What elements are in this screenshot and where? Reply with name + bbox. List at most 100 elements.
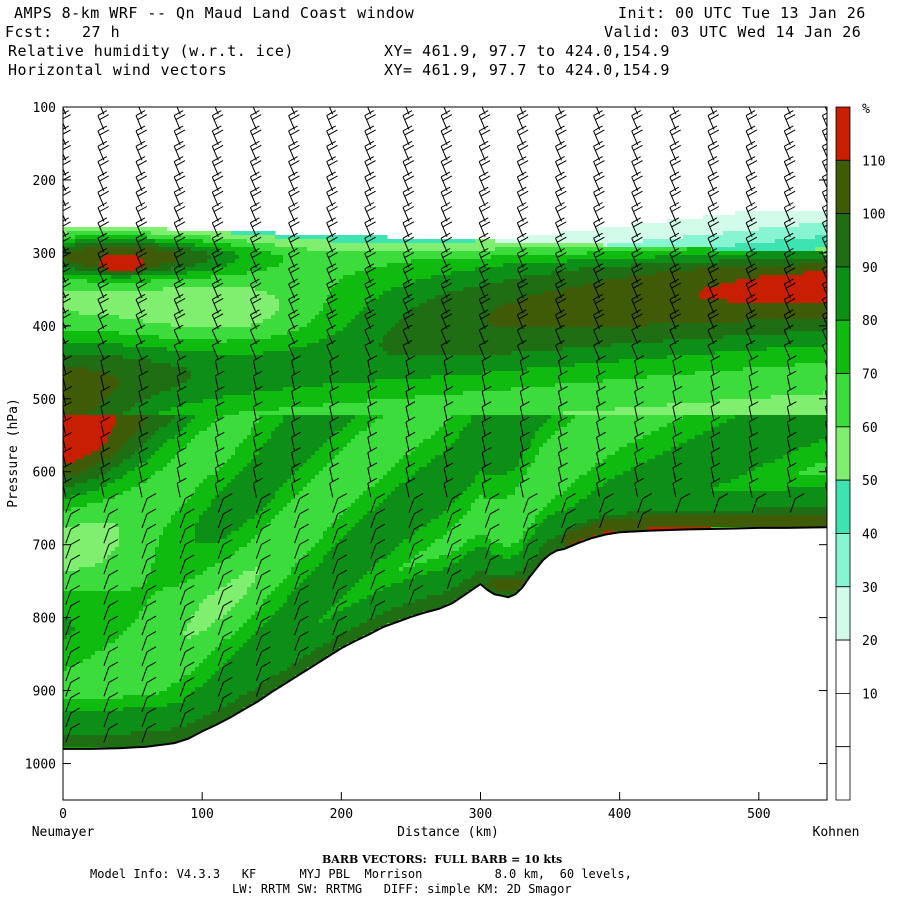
rh-cell bbox=[711, 755, 716, 780]
rh-cell bbox=[91, 231, 96, 236]
rh-cell bbox=[683, 375, 688, 404]
wind-barb bbox=[637, 493, 652, 513]
rh-cell bbox=[587, 495, 592, 520]
rh-cell bbox=[195, 487, 200, 524]
rh-cell bbox=[67, 247, 72, 252]
rh-cell bbox=[359, 311, 364, 384]
rh-cell bbox=[307, 235, 312, 240]
rh-cell bbox=[135, 487, 140, 588]
rh-cell bbox=[759, 267, 764, 276]
rh-cell bbox=[743, 279, 748, 304]
rh-cell bbox=[419, 467, 424, 528]
rh-cell bbox=[95, 343, 100, 356]
rh-cell bbox=[67, 487, 72, 500]
rh-cell bbox=[691, 587, 696, 612]
rh-cell bbox=[663, 359, 668, 376]
rh-cell bbox=[611, 247, 616, 252]
rh-cell bbox=[599, 635, 604, 660]
rh-cell bbox=[155, 291, 160, 324]
rh-cell bbox=[271, 695, 276, 749]
rh-cell bbox=[671, 515, 676, 528]
rh-cell bbox=[187, 639, 192, 676]
rh-cell bbox=[731, 303, 736, 324]
rh-cell bbox=[747, 515, 752, 528]
rh-cell bbox=[715, 487, 720, 492]
rh-cell bbox=[483, 415, 488, 476]
rh-cell bbox=[75, 251, 80, 264]
rh-cell bbox=[391, 239, 396, 244]
rh-cell bbox=[611, 415, 616, 456]
rh-cell bbox=[147, 239, 152, 244]
wind-barb bbox=[558, 401, 568, 421]
rh-cell bbox=[219, 287, 224, 328]
rh-cell bbox=[379, 399, 384, 416]
rh-cell bbox=[95, 275, 100, 284]
rh-cell bbox=[119, 591, 124, 636]
rh-cell bbox=[559, 495, 564, 512]
rh-cell bbox=[431, 543, 436, 560]
wind-barb bbox=[135, 110, 148, 130]
rh-cell bbox=[251, 391, 256, 412]
rh-cell bbox=[239, 647, 244, 696]
rh-cell bbox=[383, 475, 388, 500]
rh-cell bbox=[343, 275, 348, 328]
wind-barb bbox=[364, 140, 376, 161]
rh-cell bbox=[699, 263, 704, 268]
rh-cell bbox=[103, 399, 108, 416]
rh-cell bbox=[419, 643, 424, 704]
rh-cell bbox=[751, 667, 756, 736]
rh-cell bbox=[611, 479, 616, 516]
rh-cell bbox=[707, 511, 712, 516]
rh-cell bbox=[111, 643, 116, 700]
rh-cell bbox=[619, 731, 624, 749]
rh-cell bbox=[207, 567, 212, 596]
rh-cell bbox=[187, 351, 192, 372]
wind-barb bbox=[100, 431, 111, 452]
rh-cell bbox=[783, 571, 788, 632]
wind-barb bbox=[408, 585, 424, 605]
rh-cell bbox=[191, 339, 196, 352]
rh-cell bbox=[755, 231, 760, 244]
rh-cell bbox=[399, 571, 404, 584]
rh-cell bbox=[335, 331, 340, 384]
rh-cell bbox=[219, 327, 224, 344]
rh-cell bbox=[787, 415, 792, 456]
rh-cell bbox=[775, 239, 780, 252]
rh-cell bbox=[259, 323, 264, 340]
rh-cell bbox=[495, 415, 500, 476]
rh-cell bbox=[519, 551, 524, 572]
rh-cell bbox=[743, 319, 748, 336]
rh-cell bbox=[283, 683, 288, 749]
rh-cell bbox=[107, 231, 112, 236]
rh-cell bbox=[739, 399, 744, 416]
rh-cell bbox=[523, 567, 528, 584]
rh-cell bbox=[183, 631, 188, 636]
rh-cell bbox=[119, 335, 124, 344]
rh-cell bbox=[743, 515, 748, 528]
rh-cell bbox=[463, 391, 468, 416]
rh-cell bbox=[675, 415, 680, 420]
rh-cell bbox=[635, 263, 640, 276]
rh-cell bbox=[779, 227, 784, 240]
rh-cell bbox=[807, 271, 812, 304]
rh-cell bbox=[611, 267, 616, 280]
rh-cell bbox=[239, 443, 244, 472]
rh-cell bbox=[79, 227, 84, 232]
rh-cell bbox=[195, 231, 200, 236]
rh-cell bbox=[795, 515, 800, 528]
rh-cell bbox=[807, 263, 812, 272]
rh-cell bbox=[419, 703, 424, 728]
rh-cell bbox=[715, 235, 720, 248]
rh-cell bbox=[119, 227, 124, 232]
rh-cell bbox=[591, 231, 596, 244]
rh-cell bbox=[739, 335, 744, 352]
rh-cell bbox=[103, 247, 108, 256]
rh-cell bbox=[287, 575, 292, 596]
rh-cell bbox=[735, 491, 740, 512]
rh-cell bbox=[719, 515, 724, 528]
rh-cell bbox=[691, 247, 696, 256]
rh-cell bbox=[255, 535, 260, 568]
rh-cell bbox=[795, 507, 800, 516]
rh-cell bbox=[771, 463, 776, 492]
rh-cell bbox=[111, 699, 116, 712]
